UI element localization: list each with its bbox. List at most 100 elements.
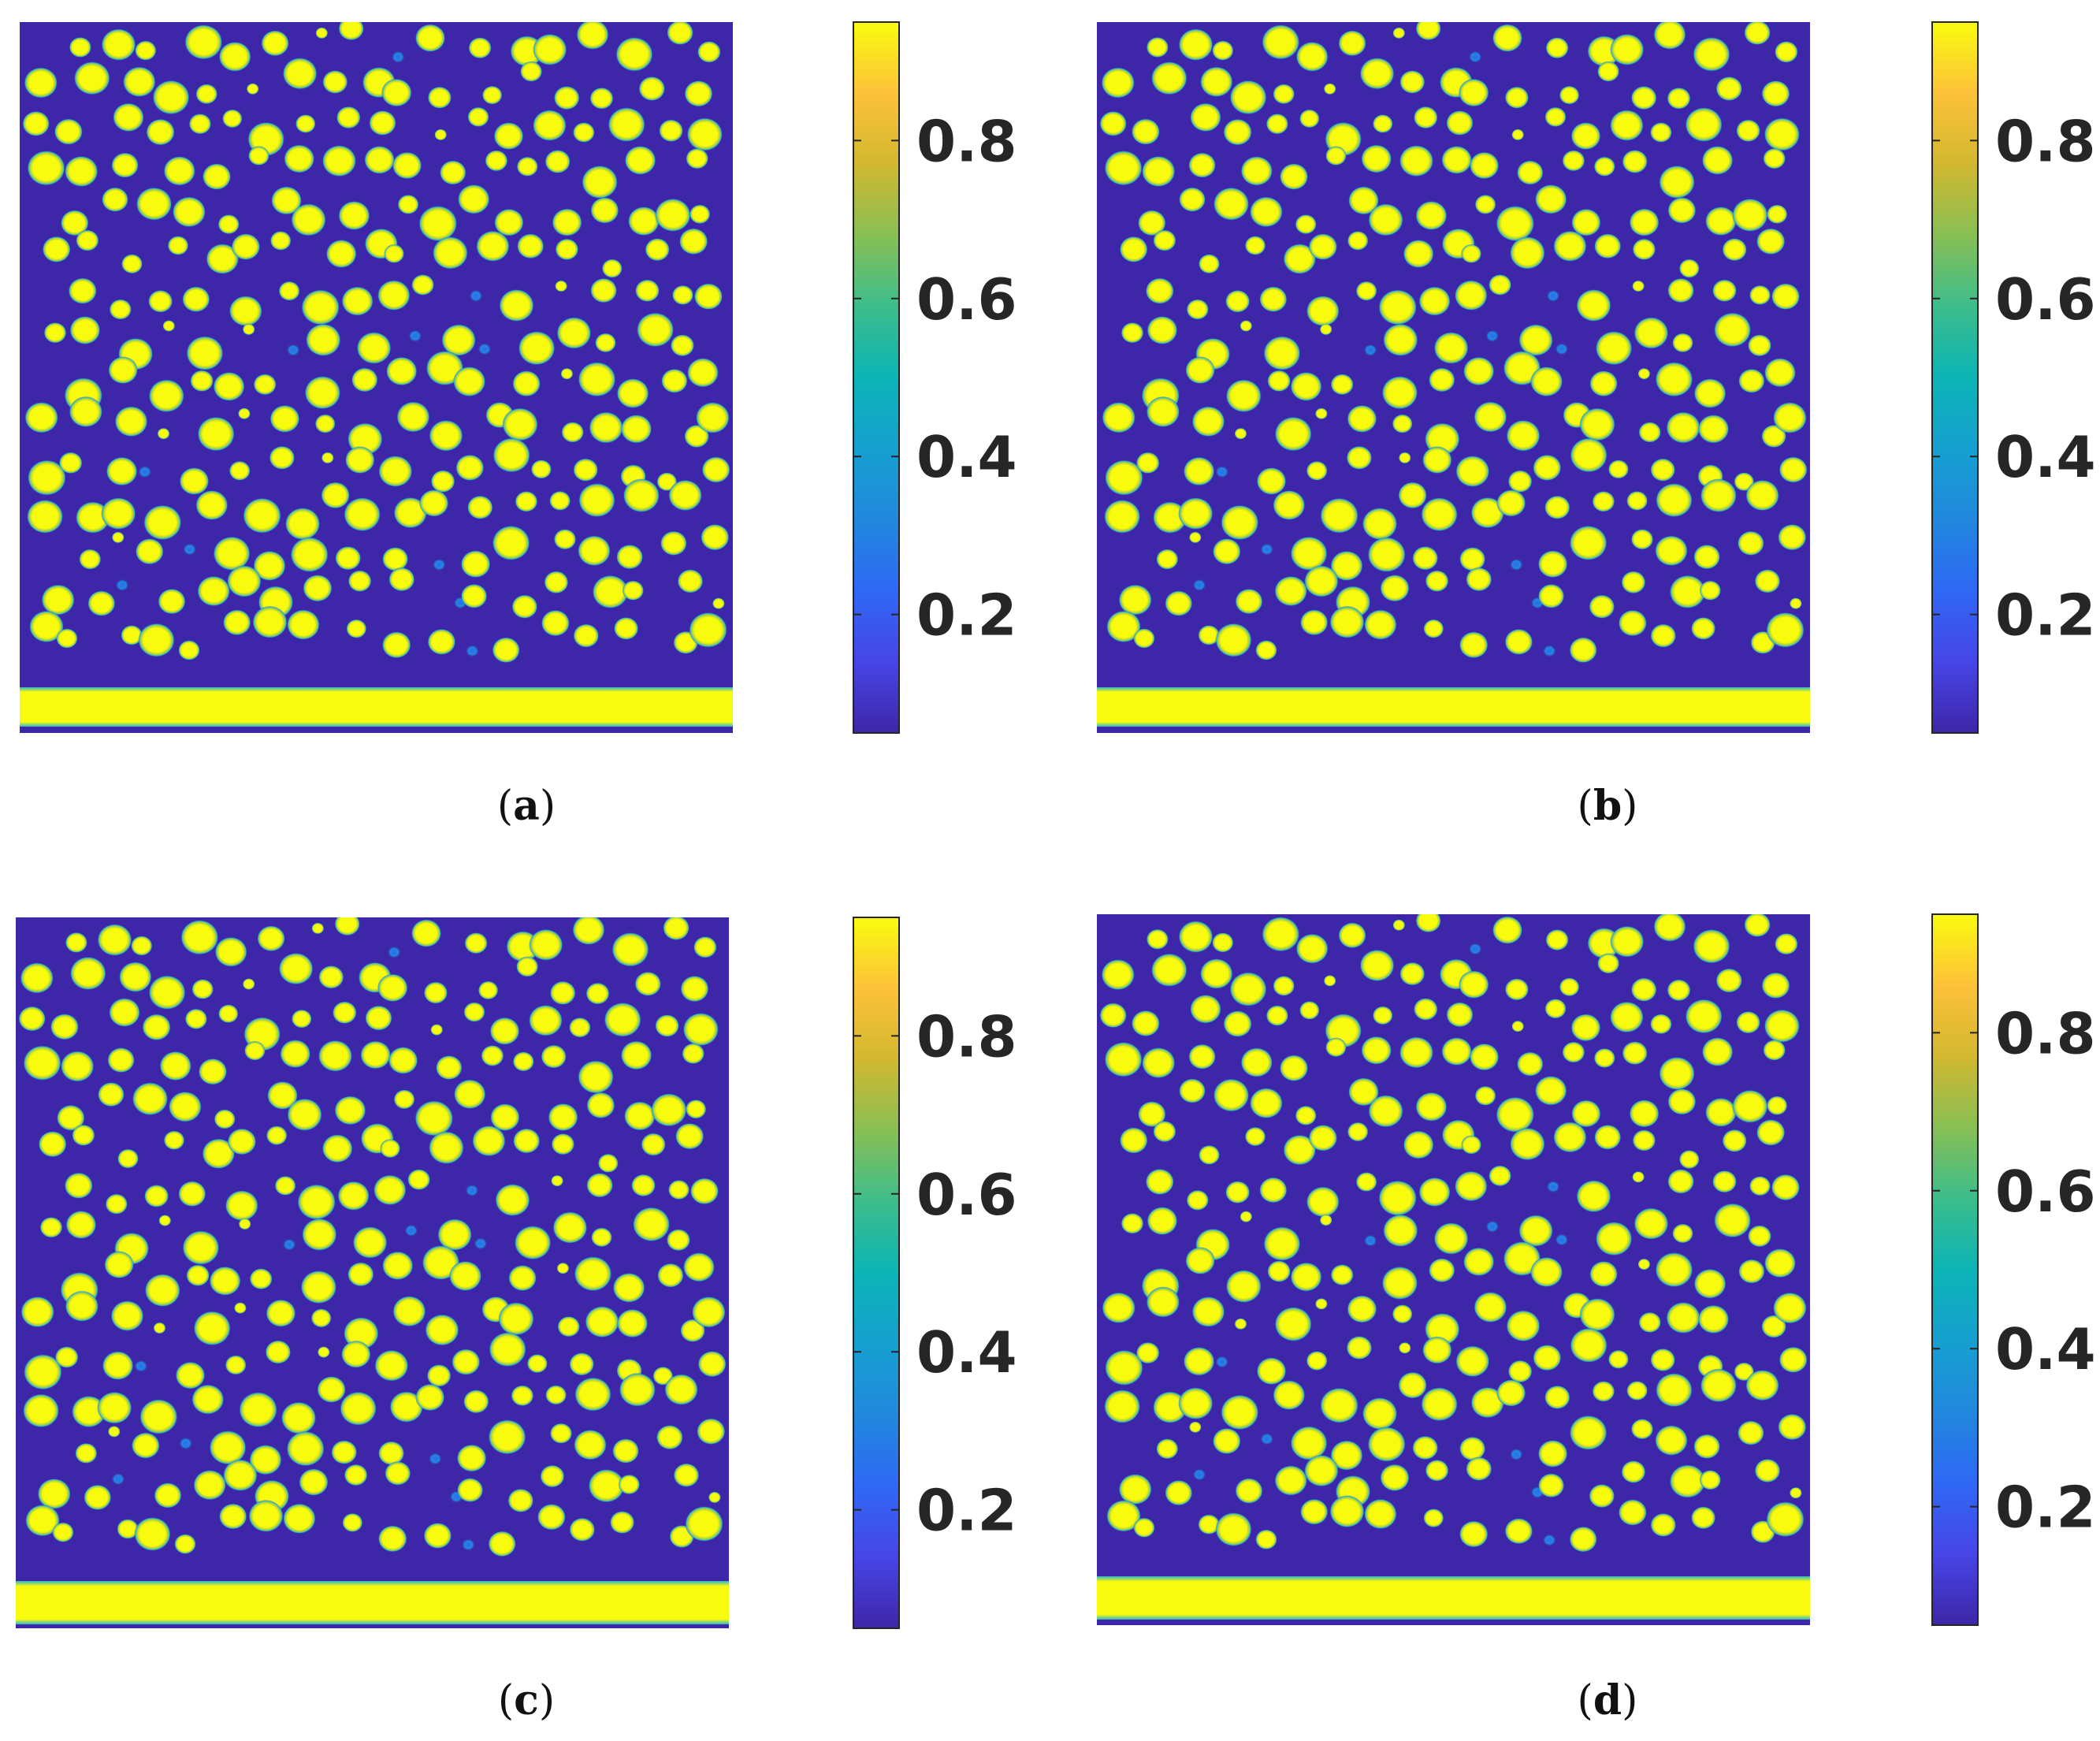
particle bbox=[414, 1100, 454, 1136]
particle bbox=[1659, 165, 1695, 199]
particle bbox=[365, 1005, 392, 1031]
particle bbox=[265, 1340, 292, 1364]
particle bbox=[227, 1128, 257, 1155]
particle bbox=[344, 1464, 368, 1486]
particle bbox=[434, 128, 447, 141]
particle bbox=[415, 1383, 445, 1412]
particle bbox=[1469, 151, 1500, 180]
particle bbox=[1699, 580, 1721, 601]
panel-caption: (a) bbox=[497, 782, 556, 830]
particle bbox=[1229, 972, 1267, 1006]
particle bbox=[377, 280, 411, 311]
particle bbox=[1693, 378, 1726, 408]
particle bbox=[1415, 201, 1448, 230]
particle bbox=[101, 497, 136, 530]
particle bbox=[69, 956, 106, 991]
caption-letter: b bbox=[1593, 782, 1622, 830]
particle bbox=[456, 1444, 487, 1472]
particle bbox=[227, 565, 262, 597]
particle bbox=[1775, 41, 1798, 63]
particle bbox=[333, 1001, 357, 1025]
particle bbox=[266, 1125, 288, 1145]
particle bbox=[488, 1531, 516, 1557]
particle bbox=[1101, 67, 1135, 99]
particle bbox=[586, 1092, 615, 1119]
colorbar-tick-label: 0.4 bbox=[916, 1319, 1017, 1386]
particle bbox=[1621, 571, 1646, 594]
particle bbox=[253, 374, 277, 396]
particle bbox=[1189, 531, 1202, 544]
particle bbox=[551, 1175, 563, 1187]
faint-particle bbox=[1192, 578, 1206, 592]
particle bbox=[1705, 1097, 1737, 1127]
particle bbox=[1244, 236, 1266, 255]
particle bbox=[529, 1005, 563, 1036]
particle bbox=[1609, 1001, 1644, 1033]
particle bbox=[223, 1459, 258, 1492]
particle bbox=[668, 479, 702, 512]
particle bbox=[111, 152, 139, 178]
particle bbox=[1463, 1247, 1495, 1277]
particle bbox=[671, 334, 694, 357]
particle bbox=[382, 547, 409, 571]
particle bbox=[117, 1519, 139, 1539]
particle bbox=[214, 1109, 236, 1129]
particle bbox=[684, 424, 709, 448]
particle bbox=[1138, 210, 1166, 236]
particle bbox=[488, 1419, 526, 1455]
particle bbox=[1756, 1119, 1786, 1146]
particle bbox=[1630, 977, 1657, 1002]
particle bbox=[590, 197, 619, 224]
particle bbox=[1763, 148, 1786, 169]
particle bbox=[1306, 1351, 1328, 1371]
particle bbox=[489, 1017, 520, 1045]
particle bbox=[693, 936, 717, 958]
particle bbox=[131, 1432, 160, 1459]
particle bbox=[1474, 195, 1496, 214]
faint-particle bbox=[1215, 465, 1229, 478]
particle bbox=[1589, 1484, 1615, 1508]
particle bbox=[1562, 1041, 1585, 1063]
particle bbox=[1626, 1381, 1648, 1401]
particle bbox=[516, 156, 538, 177]
particle bbox=[1672, 1223, 1693, 1244]
particle bbox=[1215, 1512, 1252, 1546]
particle bbox=[1425, 570, 1449, 592]
particle bbox=[677, 569, 704, 593]
particle bbox=[1423, 619, 1444, 638]
particle bbox=[1421, 497, 1458, 532]
particle bbox=[1712, 279, 1737, 302]
bottom-solid-layer bbox=[1097, 1576, 1810, 1620]
particle bbox=[1667, 979, 1691, 1002]
particle bbox=[619, 1372, 656, 1407]
particle bbox=[1474, 401, 1507, 433]
particle bbox=[1778, 1413, 1807, 1441]
particle bbox=[121, 625, 143, 645]
particle bbox=[574, 1256, 612, 1292]
particle bbox=[1656, 483, 1693, 518]
particle bbox=[384, 244, 404, 263]
particle bbox=[1594, 1125, 1622, 1150]
particle bbox=[1511, 128, 1524, 141]
particle bbox=[1145, 277, 1174, 304]
faint-particle bbox=[1509, 1448, 1524, 1461]
particle bbox=[69, 316, 101, 344]
particle bbox=[1594, 233, 1622, 259]
particle bbox=[1507, 470, 1533, 493]
particle bbox=[274, 1176, 296, 1196]
colorbar bbox=[853, 917, 900, 1629]
particle bbox=[1399, 70, 1425, 94]
panel-b: 0.2 0.4 0.6 0.8 (b) bbox=[1097, 21, 2096, 830]
particle bbox=[1225, 379, 1262, 413]
particle bbox=[1199, 254, 1220, 274]
particle bbox=[1610, 925, 1645, 958]
particle bbox=[656, 1425, 683, 1450]
particle bbox=[1767, 204, 1788, 224]
particle bbox=[616, 378, 649, 408]
faint-particle bbox=[432, 558, 447, 571]
particle bbox=[123, 66, 156, 98]
particle bbox=[1790, 597, 1802, 609]
particle bbox=[1099, 1003, 1127, 1029]
particle bbox=[157, 428, 170, 440]
particle bbox=[338, 22, 364, 41]
